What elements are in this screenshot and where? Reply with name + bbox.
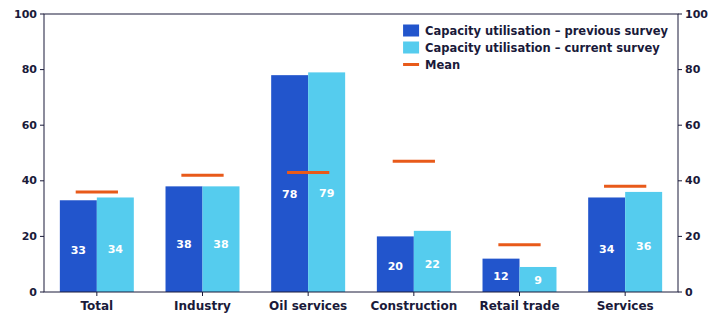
tick-label: 40: [685, 174, 701, 187]
category-label: Total: [80, 299, 113, 313]
data-label: 33: [71, 244, 86, 257]
data-label: 34: [599, 243, 615, 256]
bar: [588, 197, 625, 292]
tick-label: 100: [685, 8, 708, 21]
bar: [271, 75, 308, 292]
tick-mark: [202, 292, 203, 296]
tick-mark: [519, 292, 520, 296]
legend-label: Capacity utilisation – previous survey: [425, 24, 668, 38]
chart: 33 38 78 20 12 34 34 38 79 22 9 36 0 20 40 60 80 100 0 20 40…: [0, 0, 722, 322]
tick-mark: [40, 14, 44, 15]
tick-mark: [413, 292, 414, 296]
bar: [60, 200, 97, 292]
tick-mark: [40, 236, 44, 237]
tick-label: 20: [22, 230, 38, 243]
bar: [520, 267, 557, 292]
mean-marker: [393, 160, 435, 163]
bar: [97, 197, 134, 292]
tick-mark: [40, 180, 44, 181]
data-label: 9: [534, 274, 542, 287]
legend-swatch: [403, 63, 419, 66]
data-label: 38: [176, 238, 191, 251]
marks: [60, 72, 662, 292]
bar: [308, 72, 345, 292]
data-label: 20: [388, 260, 404, 273]
mean-marker: [181, 174, 223, 177]
tick-mark: [678, 180, 682, 181]
data-label: 12: [493, 270, 508, 283]
mean-marker: [76, 190, 118, 193]
tick-mark: [678, 125, 682, 126]
legend-label: Mean: [425, 58, 460, 72]
tick-label: 0: [685, 286, 693, 299]
tick-label: 60: [22, 119, 38, 132]
tick-mark: [678, 236, 682, 237]
category-label: Construction: [370, 299, 457, 313]
data-label: 36: [636, 240, 652, 253]
tick-label: 80: [685, 63, 701, 76]
bar: [166, 186, 203, 292]
mean-marker: [604, 185, 646, 188]
data-label: 22: [425, 258, 440, 271]
legend-label: Capacity utilisation – current survey: [425, 41, 660, 55]
data-label: 38: [213, 238, 228, 251]
plot-frame: [44, 14, 678, 292]
tick-mark: [678, 69, 682, 70]
bar: [625, 192, 662, 292]
tick-mark: [625, 292, 626, 296]
legend: Capacity utilisation – previous survey Ca…: [403, 24, 668, 72]
mean-marker: [287, 171, 329, 174]
tick-label: 0: [29, 286, 37, 299]
tick-label: 100: [14, 8, 37, 21]
category-label: Services: [597, 299, 654, 313]
tick-mark: [678, 14, 682, 15]
tick-label: 80: [22, 63, 38, 76]
tick-mark: [40, 69, 44, 70]
category-label: Oil services: [269, 299, 347, 313]
tick-label: 40: [22, 174, 38, 187]
tick-mark: [308, 292, 309, 296]
bar: [377, 236, 414, 292]
legend-swatch: [403, 25, 419, 37]
category-label: Industry: [174, 299, 231, 313]
bar: [483, 259, 520, 292]
mean-marker: [498, 243, 540, 246]
bar: [203, 186, 240, 292]
data-label: 79: [319, 187, 334, 200]
bar: [414, 231, 451, 292]
data-label: 78: [282, 188, 297, 201]
tick-mark: [96, 292, 97, 296]
tick-label: 20: [685, 230, 701, 243]
tick-mark: [40, 125, 44, 126]
tick-label: 60: [685, 119, 701, 132]
data-label: 34: [108, 243, 124, 256]
tick-mark: [40, 292, 44, 293]
legend-swatch: [403, 42, 419, 54]
data-labels: 33 38 78 20 12 34 34 38 79 22 9 36: [71, 187, 652, 288]
tick-mark: [678, 292, 682, 293]
category-label: Retail trade: [479, 299, 559, 313]
